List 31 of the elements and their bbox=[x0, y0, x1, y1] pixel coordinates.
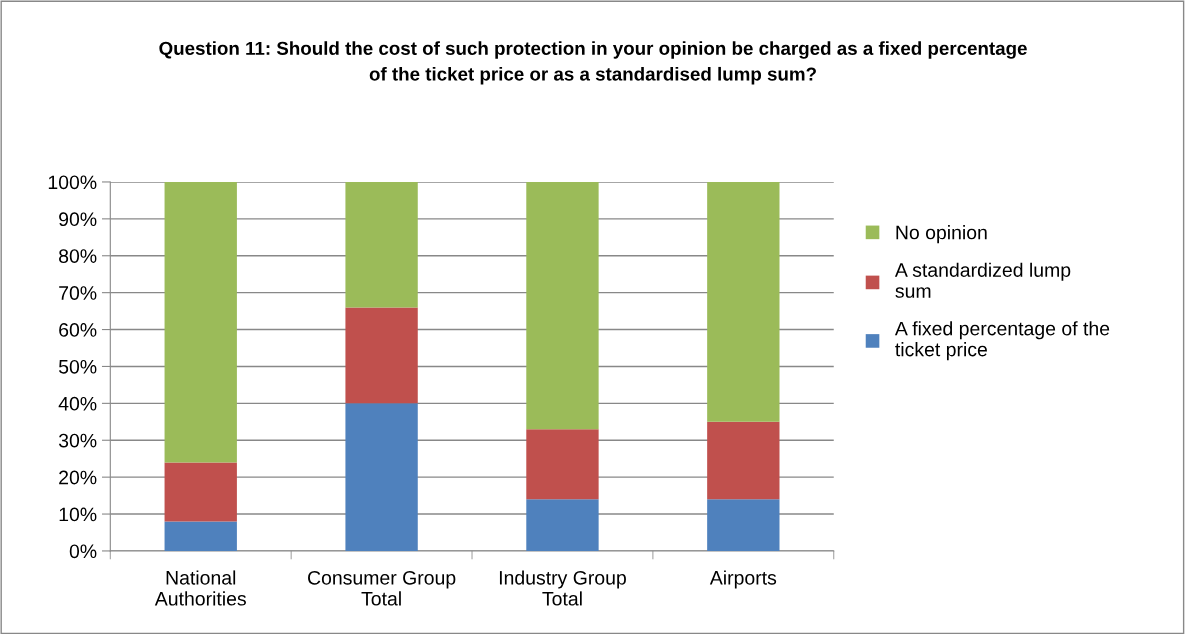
y-tick-label: 10% bbox=[59, 507, 97, 522]
x-tick-label: Airports bbox=[709, 570, 777, 589]
y-tick-label: 80% bbox=[59, 249, 97, 263]
bar bbox=[707, 421, 780, 500]
x-tick-label: Consumer Group Total bbox=[308, 570, 456, 606]
y-tick-label: 90% bbox=[59, 212, 97, 227]
x-tick-label: National Authorities bbox=[154, 570, 246, 606]
bar bbox=[164, 521, 237, 551]
bar bbox=[526, 181, 599, 430]
y-tick-label: 30% bbox=[58, 433, 97, 448]
bar bbox=[345, 307, 418, 404]
y-tick-label: 0% bbox=[69, 544, 97, 559]
chart-title: Question 11: Should the cost of such protection in your opinion be charged as a fixed percentage of the ticket price or as a standardised lump sum? bbox=[159, 41, 1027, 85]
y-tick-label: 40% bbox=[58, 396, 97, 411]
y-tick-label: 100% bbox=[48, 175, 97, 190]
bar bbox=[164, 462, 237, 522]
y-tick-label: 50% bbox=[58, 359, 97, 374]
bar bbox=[526, 499, 599, 551]
legend-label: No opinion bbox=[896, 225, 987, 244]
x-tick-label: Industry Group Total bbox=[499, 570, 626, 606]
bar bbox=[526, 429, 599, 500]
legend-label: A standardized lump sum bbox=[894, 262, 1071, 298]
bar bbox=[707, 499, 780, 551]
legend-label: A fixed percentage of the ticket price bbox=[894, 321, 1110, 361]
bar bbox=[707, 181, 780, 422]
bar bbox=[345, 181, 418, 308]
y-tick-label: 60% bbox=[59, 323, 97, 337]
y-tick-label: 70% bbox=[59, 286, 97, 300]
y-tick-label: 20% bbox=[59, 470, 97, 485]
bar bbox=[345, 403, 418, 551]
bar bbox=[164, 181, 237, 463]
